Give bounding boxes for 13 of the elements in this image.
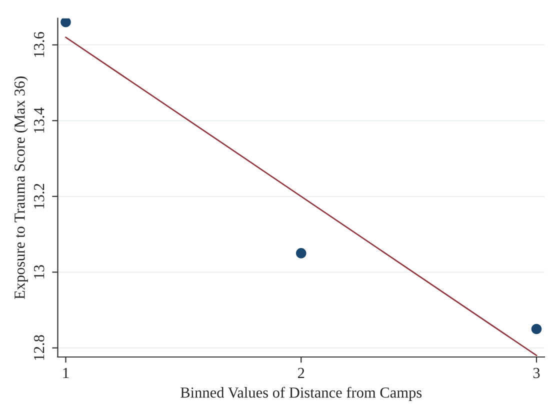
point: [531, 324, 542, 334]
y-tick-label: 13.4: [34, 108, 44, 133]
y-tick-label: 12.8: [34, 335, 44, 360]
y-tick-label: 13.6: [34, 32, 44, 57]
y-tick-label: 13: [34, 265, 44, 278]
x-axis-title: Binned Values of Distance from Camps: [180, 386, 422, 401]
point: [296, 248, 306, 258]
y-axis-title: Exposure to Trauma Score (Max 36): [14, 76, 28, 300]
x-tick-label: 3: [533, 368, 540, 378]
x-tick-label: 1: [63, 368, 69, 378]
x-tick-label: 2: [298, 368, 304, 378]
point: [60, 18, 71, 28]
y-tick-label: 13.2: [34, 184, 44, 208]
